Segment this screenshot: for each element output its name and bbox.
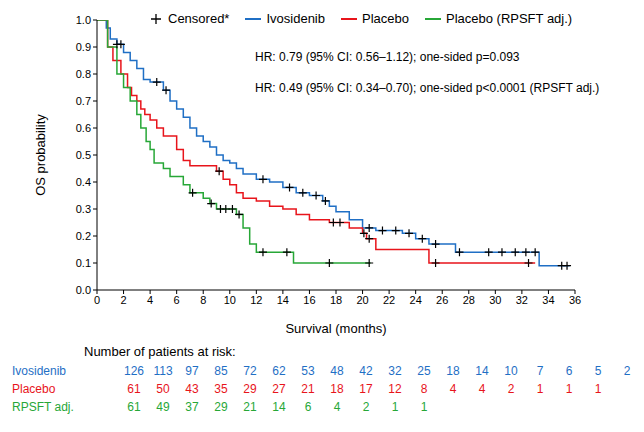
html-text:Ivosidenib: Ivosidenib [12, 364, 66, 378]
html-text:85: 85 [214, 364, 228, 378]
html-text:49: 49 [156, 400, 170, 414]
html-text:1: 1 [536, 382, 544, 396]
html-text:35: 35 [214, 382, 228, 396]
html-text:4: 4 [333, 400, 341, 414]
html-text:Censored*: Censored* [168, 11, 230, 26]
svg-text:22: 22 [383, 294, 395, 306]
html-text:2: 2 [362, 400, 370, 414]
svg-text:10: 10 [224, 294, 236, 306]
html-text:4: 4 [478, 382, 486, 396]
html-text:21: 21 [301, 382, 315, 396]
html-text:Ivosidenib: Ivosidenib [266, 11, 325, 26]
svg-text:0.2: 0.2 [76, 230, 91, 242]
html-text:21: 21 [243, 400, 257, 414]
html-text:43: 43 [185, 382, 199, 396]
svg-text:28: 28 [463, 294, 475, 306]
html-text:12: 12 [388, 382, 402, 396]
html-text:Placebo: Placebo [12, 382, 56, 396]
html-text:2: 2 [507, 382, 515, 396]
html-text:17: 17 [359, 382, 373, 396]
svg-text:20: 20 [356, 294, 368, 306]
svg-text:8: 8 [200, 294, 206, 306]
html-text:29: 29 [214, 400, 228, 414]
html-text:27: 27 [272, 382, 286, 396]
html-text:6: 6 [565, 364, 573, 378]
svg-text:34: 34 [542, 294, 554, 306]
svg-text:12: 12 [250, 294, 262, 306]
svg-text:1.0: 1.0 [76, 14, 91, 26]
html-text:14: 14 [272, 400, 286, 414]
html-text:29: 29 [243, 382, 257, 396]
html-text:RPSFT adj.: RPSFT adj. [12, 400, 74, 414]
svg-text:30: 30 [489, 294, 501, 306]
html-text:Number of patients at risk:: Number of patients at risk: [84, 344, 236, 359]
html-text:18: 18 [446, 364, 460, 378]
html-text:2: 2 [623, 364, 631, 378]
svg-text:0.4: 0.4 [76, 176, 91, 188]
svg-text:0.7: 0.7 [76, 95, 91, 107]
html-text:6: 6 [304, 400, 312, 414]
svg-text:36: 36 [569, 294, 581, 306]
svg-text:4: 4 [147, 294, 153, 306]
html-text:18: 18 [330, 382, 344, 396]
svg-text:16: 16 [303, 294, 315, 306]
svg-text:0.9: 0.9 [76, 41, 91, 53]
html-text:HR: 0.79 (95% CI: 0.56–1.12);: HR: 0.79 (95% CI: 0.56–1.12); one-sided … [255, 50, 520, 64]
svg-text:2: 2 [120, 294, 126, 306]
svg-text:26: 26 [436, 294, 448, 306]
html-text:4: 4 [449, 382, 457, 396]
html-text:25: 25 [417, 364, 431, 378]
svg-text:6: 6 [174, 294, 180, 306]
html-text:1: 1 [594, 382, 602, 396]
svg-text:0.3: 0.3 [76, 203, 91, 215]
html-text:62: 62 [272, 364, 286, 378]
svg-text:0: 0 [94, 294, 100, 306]
html-text:37: 37 [185, 400, 199, 414]
html-text:50: 50 [156, 382, 170, 396]
html-text:7: 7 [536, 364, 544, 378]
svg-text:0.5: 0.5 [76, 149, 91, 161]
html-text:Placebo: Placebo [362, 11, 409, 26]
svg-text:18: 18 [330, 294, 342, 306]
html-text:42: 42 [359, 364, 373, 378]
svg-text:0.1: 0.1 [76, 257, 91, 269]
svg-text:24: 24 [410, 294, 422, 306]
svg-text:OS probability: OS probability [33, 114, 48, 196]
html-text:Placebo (RPSFT adj.): Placebo (RPSFT adj.) [446, 11, 573, 26]
html-text:32: 32 [388, 364, 402, 378]
html-text:53: 53 [301, 364, 315, 378]
html-text:72: 72 [243, 364, 257, 378]
html-text:8: 8 [420, 382, 428, 396]
html-text:10: 10 [504, 364, 518, 378]
html-text:HR: 0.49 (95% CI: 0.34–0.70);: HR: 0.49 (95% CI: 0.34–0.70); one-sided … [255, 81, 600, 95]
svg-text:0.6: 0.6 [76, 122, 91, 134]
html-text:61: 61 [127, 382, 141, 396]
svg-text:14: 14 [277, 294, 289, 306]
html-text:126: 126 [124, 364, 144, 378]
html-text:1: 1 [565, 382, 573, 396]
html-text:1: 1 [420, 400, 428, 414]
html-text:113: 113 [153, 364, 173, 378]
html-text:14: 14 [475, 364, 489, 378]
html-text:97: 97 [185, 364, 199, 378]
html-text:1: 1 [391, 400, 399, 414]
html-text:5: 5 [594, 364, 602, 378]
svg-text:32: 32 [516, 294, 528, 306]
html-text:61: 61 [127, 400, 141, 414]
svg-text:0.8: 0.8 [76, 68, 91, 80]
svg-text:0.0: 0.0 [76, 284, 91, 296]
svg-text:Survival (months): Survival (months) [285, 321, 386, 336]
html-text:48: 48 [330, 364, 344, 378]
